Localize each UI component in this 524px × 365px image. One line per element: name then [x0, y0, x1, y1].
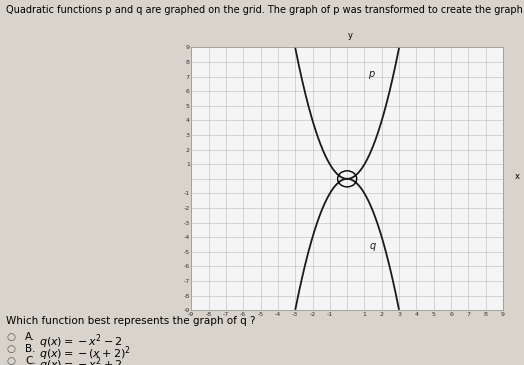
Text: A.: A. [25, 332, 36, 342]
Text: ○: ○ [6, 356, 15, 365]
Text: C.: C. [25, 356, 36, 365]
Text: q: q [369, 241, 376, 251]
Text: ○: ○ [6, 332, 15, 342]
Text: x: x [515, 172, 520, 181]
Text: y: y [348, 31, 353, 40]
Text: ○: ○ [6, 344, 15, 354]
Text: Which function best represents the graph of q ?: Which function best represents the graph… [6, 316, 256, 326]
Text: $q(x)=-x^2-2$: $q(x)=-x^2-2$ [39, 332, 123, 351]
Text: $q(x)=-(x+2)^2$: $q(x)=-(x+2)^2$ [39, 344, 131, 363]
Text: $q(x)=-x^2+2$: $q(x)=-x^2+2$ [39, 356, 123, 365]
Text: B.: B. [25, 344, 36, 354]
Text: p: p [368, 69, 374, 78]
Text: Quadratic functions p and q are graphed on the grid. The graph of p was transfor: Quadratic functions p and q are graphed … [6, 5, 524, 15]
